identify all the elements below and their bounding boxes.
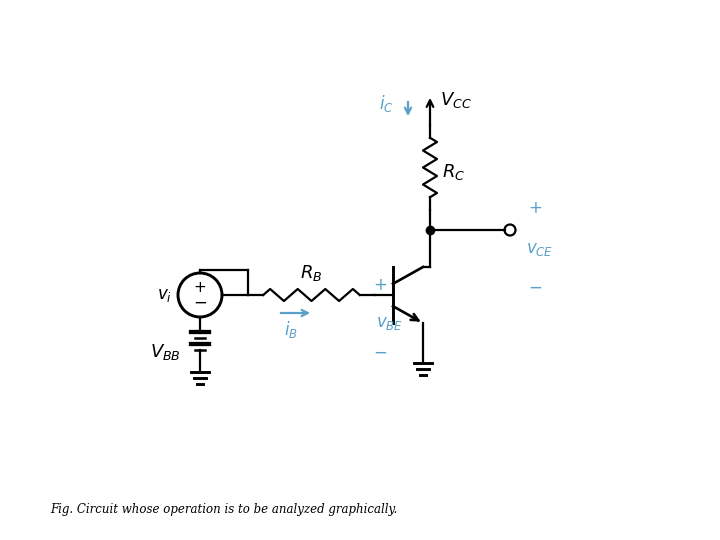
Text: $R_C$: $R_C$ — [442, 163, 465, 183]
Text: $v_{BE}$: $v_{BE}$ — [377, 314, 404, 332]
Text: −: − — [193, 294, 207, 312]
Text: −: − — [373, 344, 387, 362]
Text: $V_{BB}$: $V_{BB}$ — [150, 342, 181, 362]
Text: $V_{CC}$: $V_{CC}$ — [440, 90, 472, 110]
Text: +: + — [194, 280, 207, 294]
Text: −: − — [528, 279, 542, 297]
Text: $i_B$: $i_B$ — [284, 319, 297, 340]
Text: $i_C$: $i_C$ — [379, 92, 394, 113]
Text: $v_{CE}$: $v_{CE}$ — [526, 241, 554, 259]
Text: +: + — [373, 276, 387, 294]
Text: $R_B$: $R_B$ — [300, 263, 323, 283]
Text: Fig. Circuit whose operation is to be analyzed graphically.: Fig. Circuit whose operation is to be an… — [50, 503, 397, 516]
Text: +: + — [528, 199, 542, 217]
Text: $v_i$: $v_i$ — [158, 287, 173, 303]
